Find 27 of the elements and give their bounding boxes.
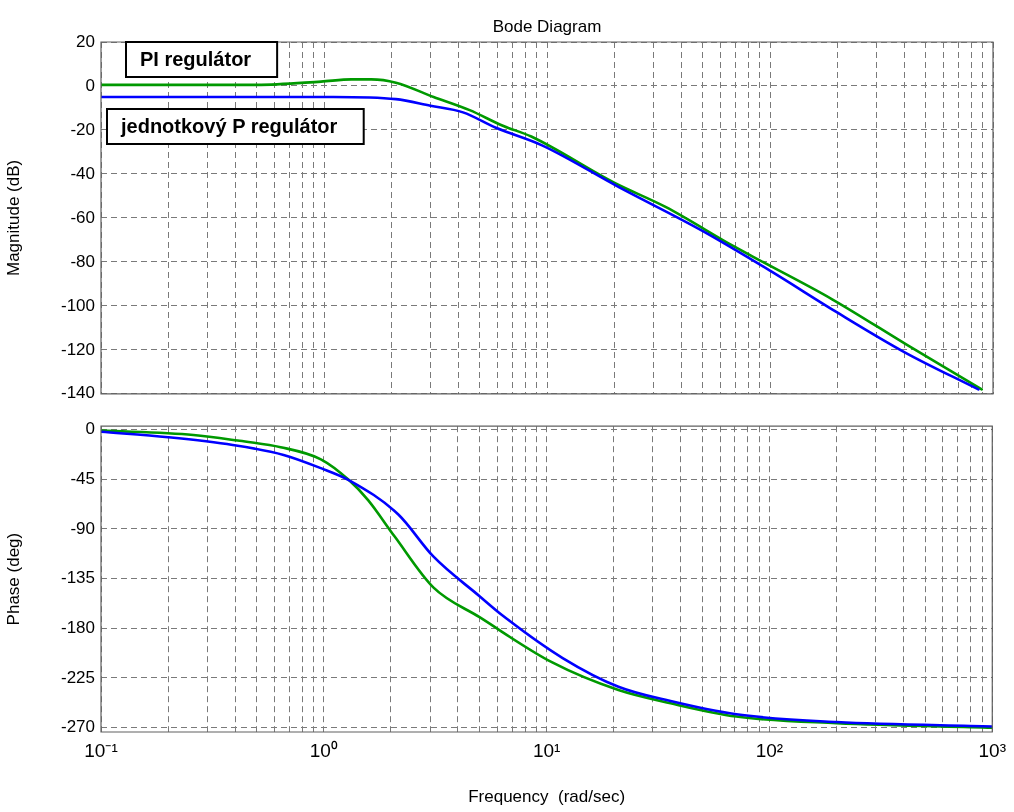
- x-tick-label: 10⁰: [309, 739, 338, 761]
- y-tick-label: 0: [85, 419, 95, 439]
- y-axis-title: Phase (deg): [3, 532, 23, 626]
- y-axis-title: Magnitude (dB): [3, 159, 23, 277]
- series-label: PI regulátor: [140, 48, 252, 71]
- y-tick-label: -120: [60, 339, 95, 359]
- y-tick-label: 0: [85, 75, 95, 95]
- y-tick-label: -225: [60, 667, 95, 687]
- y-tick-label: -270: [60, 717, 95, 737]
- y-tick-label: -135: [60, 568, 95, 588]
- series-label: jednotkový P regulátor: [120, 115, 338, 138]
- y-tick-label: -180: [60, 617, 95, 637]
- x-tick-label: 10³: [978, 739, 1006, 761]
- x-tick-label: 10¹: [532, 739, 561, 761]
- y-tick-label: -90: [70, 518, 95, 538]
- y-tick-label: -40: [70, 163, 95, 183]
- y-tick-label: -80: [70, 251, 95, 271]
- y-tick-label: -20: [70, 119, 95, 139]
- y-tick-label: -45: [70, 468, 95, 488]
- y-tick-label: -140: [60, 383, 95, 403]
- y-tick-label: -60: [70, 207, 95, 227]
- chart-title: Bode Diagram: [492, 17, 602, 37]
- x-tick-label: 10²: [755, 739, 784, 761]
- x-tick-label: 10⁻¹: [84, 739, 118, 761]
- x-axis-title: Frequency (rad/sec): [468, 787, 626, 807]
- y-tick-label: -100: [60, 295, 95, 315]
- y-tick-label: 20: [76, 31, 95, 51]
